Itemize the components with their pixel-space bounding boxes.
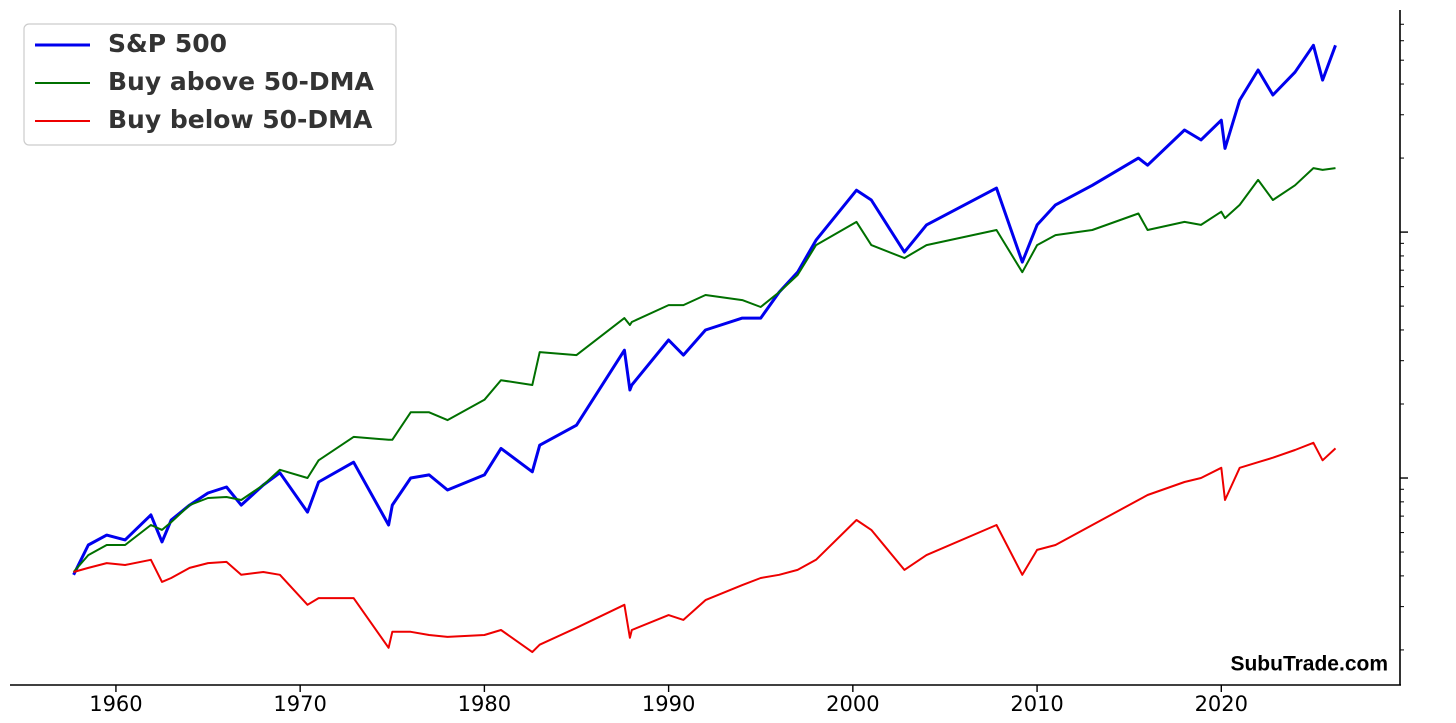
x-tick-label: 1960	[89, 692, 142, 716]
x-tick-label: 2000	[826, 692, 879, 716]
x-tick-label: 2020	[1195, 692, 1248, 716]
legend-label: Buy below 50-DMA	[108, 105, 373, 134]
legend-label: Buy above 50-DMA	[108, 67, 375, 96]
x-tick-label: 2010	[1010, 692, 1063, 716]
x-tick-label: 1970	[273, 692, 326, 716]
legend-label: S&P 500	[108, 29, 227, 58]
series-line	[73, 441, 1337, 654]
annotation: SubuTrade.com	[1230, 653, 1388, 676]
legend-box	[23, 23, 397, 146]
x-tick-label: 1990	[642, 692, 695, 716]
x-tick-label: 1980	[458, 692, 511, 716]
legend: S&P 500 Buy above 50-DMA Buy below 50-DMA	[23, 23, 397, 146]
series-line	[72, 167, 1336, 573]
